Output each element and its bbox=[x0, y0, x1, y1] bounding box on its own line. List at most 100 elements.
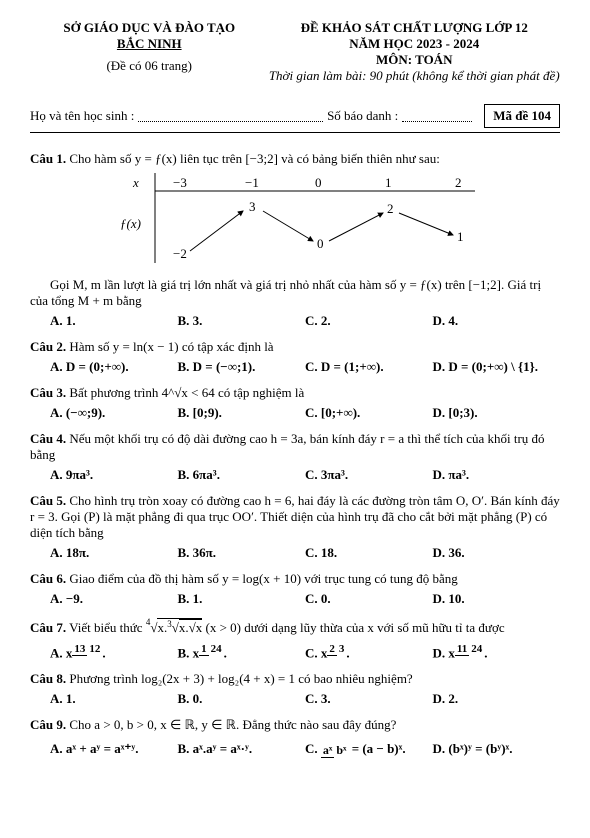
q4-D: D. πa³. bbox=[433, 467, 561, 483]
q6-stem: Câu 6. bbox=[30, 571, 66, 586]
q7-text-before: Viết biểu thức bbox=[69, 620, 146, 635]
header-left: SỞ GIÁO DỤC VÀ ĐÀO TẠO BẮC NINH (Đề có 0… bbox=[30, 20, 269, 84]
diag-x3: 1 bbox=[385, 175, 392, 190]
q6-text: Giao điểm của đồ thị hàm số y = log(x + … bbox=[69, 571, 457, 586]
q7-C: C. x23. bbox=[305, 644, 433, 661]
q3-C: C. [0;+∞). bbox=[305, 405, 433, 421]
q8-options: A. 1. B. 0. C. 3. D. 2. bbox=[50, 691, 560, 707]
q8-C: C. 3. bbox=[305, 691, 433, 707]
id-dots bbox=[402, 111, 472, 122]
q9-stem: Câu 9. bbox=[30, 717, 66, 732]
q2-options: A. D = (0;+∞). B. D = (−∞;1). C. D = (1;… bbox=[50, 359, 560, 375]
q4-C: C. 3πa³. bbox=[305, 467, 433, 483]
q1-options: A. 1. B. 3. C. 2. D. 4. bbox=[50, 313, 560, 329]
q6-options: A. −9. B. 1. C. 0. D. 10. bbox=[50, 591, 560, 607]
q7-B: B. x124. bbox=[178, 644, 306, 661]
q7-text-after: (x > 0) dưới dạng lũy thừa của x với số … bbox=[205, 620, 504, 635]
province: BẮC NINH bbox=[30, 36, 269, 52]
q4-A: A. 9πa³. bbox=[50, 467, 178, 483]
exam-subject: MÔN: TOÁN bbox=[269, 52, 561, 68]
q3-options: A. (−∞;9). B. [0;9). C. [0;+∞). D. [0;3)… bbox=[50, 405, 560, 421]
q7-D: D. x1124. bbox=[433, 644, 561, 661]
header-right: ĐỀ KHẢO SÁT CHẤT LƯỢNG LỚP 12 NĂM HỌC 20… bbox=[269, 20, 561, 84]
q6-C: C. 0. bbox=[305, 591, 433, 607]
q9-D: D. (bˣ)ʸ = (bʸ)ˣ. bbox=[433, 741, 561, 757]
q4-options: A. 9πa³. B. 6πa³. C. 3πa³. D. πa³. bbox=[50, 467, 560, 483]
q5-text: Cho hình trụ tròn xoay có đường cao h = … bbox=[30, 493, 560, 540]
q1-text1: Cho hàm số y = ƒ(x) liên tục trên [−3;2]… bbox=[69, 151, 439, 166]
id-label: Số báo danh : bbox=[327, 108, 398, 124]
exam-title: ĐỀ KHẢO SÁT CHẤT LƯỢNG LỚP 12 bbox=[269, 20, 561, 36]
q8-A: A. 1. bbox=[50, 691, 178, 707]
q5-B: B. 36π. bbox=[178, 545, 306, 561]
question-3: Câu 3. Bất phương trình 4^√x < 64 có tập… bbox=[30, 385, 560, 421]
question-8: Câu 8. Phương trình log₂(2x + 3) + log₂(… bbox=[30, 671, 560, 707]
q2-B: B. D = (−∞;1). bbox=[178, 359, 306, 375]
diag-x1: −1 bbox=[245, 175, 259, 190]
q9-B: B. aˣ.aʸ = aˣ·ʸ. bbox=[178, 741, 306, 757]
q1-B: B. 3. bbox=[178, 313, 306, 329]
q9-C: C. aˣbˣ = (a − b)ˣ. bbox=[305, 741, 433, 757]
q6-D: D. 10. bbox=[433, 591, 561, 607]
q5-options: A. 18π. B. 36π. C. 18. D. 36. bbox=[50, 545, 560, 561]
q9-A: A. aˣ + aʸ = aˣ⁺ʸ. bbox=[50, 741, 178, 757]
diag-y0: −2 bbox=[173, 246, 187, 261]
header: SỞ GIÁO DỤC VÀ ĐÀO TẠO BẮC NINH (Đề có 0… bbox=[30, 20, 560, 84]
exam-time: Thời gian làm bài: 90 phút (không kể thờ… bbox=[269, 68, 561, 84]
q3-B: B. [0;9). bbox=[178, 405, 306, 421]
q1-stem: Câu 1. bbox=[30, 151, 66, 166]
q6-B: B. 1. bbox=[178, 591, 306, 607]
q4-B: B. 6πa³. bbox=[178, 467, 306, 483]
q2-stem: Câu 2. bbox=[30, 339, 66, 354]
question-6: Câu 6. Giao điểm của đồ thị hàm số y = l… bbox=[30, 571, 560, 607]
question-9: Câu 9. Cho a > 0, b > 0, x ∈ ℝ, y ∈ ℝ. Đ… bbox=[30, 717, 560, 757]
q5-stem: Câu 5. bbox=[30, 493, 66, 508]
question-5: Câu 5. Cho hình trụ tròn xoay có đường c… bbox=[30, 493, 560, 561]
question-2: Câu 2. Hàm số y = ln(x − 1) có tập xác đ… bbox=[30, 339, 560, 375]
q7-stem: Câu 7. bbox=[30, 620, 66, 635]
diag-y1: 3 bbox=[249, 199, 256, 214]
q3-text: Bất phương trình 4^√x < 64 có tập nghiệm… bbox=[69, 385, 304, 400]
dept: SỞ GIÁO DỤC VÀ ĐÀO TẠO bbox=[30, 20, 269, 36]
q1-C: C. 2. bbox=[305, 313, 433, 329]
q2-D: D. D = (0;+∞) \ {1}. bbox=[433, 359, 561, 375]
question-4: Câu 4. Nếu một khối trụ có độ dài đường … bbox=[30, 431, 560, 483]
q1-D: D. 4. bbox=[433, 313, 561, 329]
q1-text2: Gọi M, m lần lượt là giá trị lớn nhất và… bbox=[30, 277, 560, 309]
q7-options: A. x1312. B. x124. C. x23. D. x1124. bbox=[50, 644, 560, 661]
pages: (Đề có 06 trang) bbox=[30, 58, 269, 74]
q8-B: B. 0. bbox=[178, 691, 306, 707]
diag-y3: 2 bbox=[387, 201, 394, 216]
q5-C: C. 18. bbox=[305, 545, 433, 561]
q1-A: A. 1. bbox=[50, 313, 178, 329]
q4-text: Nếu một khối trụ có độ dài đường cao h =… bbox=[30, 431, 545, 462]
q8-stem: Câu 8. bbox=[30, 671, 66, 686]
q2-A: A. D = (0;+∞). bbox=[50, 359, 178, 375]
diag-x0: −3 bbox=[173, 175, 187, 190]
q6-A: A. −9. bbox=[50, 591, 178, 607]
name-dots bbox=[138, 111, 323, 122]
q3-A: A. (−∞;9). bbox=[50, 405, 178, 421]
diag-f-label: ƒ(x) bbox=[120, 216, 141, 231]
q8-text: Phương trình log₂(2x + 3) + log₂(4 + x) … bbox=[69, 671, 412, 686]
name-label: Họ và tên học sinh : bbox=[30, 108, 134, 124]
q9-text: Cho a > 0, b > 0, x ∈ ℝ, y ∈ ℝ. Đẳng thứ… bbox=[69, 717, 396, 732]
q8-D: D. 2. bbox=[433, 691, 561, 707]
diag-y4: 1 bbox=[457, 229, 464, 244]
name-row: Họ và tên học sinh : Số báo danh : Mã đề… bbox=[30, 104, 560, 128]
exam-code-box: Mã đề 104 bbox=[484, 104, 560, 128]
q9-options: A. aˣ + aʸ = aˣ⁺ʸ. B. aˣ.aʸ = aˣ·ʸ. C. a… bbox=[50, 741, 560, 757]
diag-x4: 2 bbox=[455, 175, 462, 190]
exam-year: NĂM HỌC 2023 - 2024 bbox=[269, 36, 561, 52]
q3-stem: Câu 3. bbox=[30, 385, 66, 400]
question-1: Câu 1. Cho hàm số y = ƒ(x) liên tục trên… bbox=[30, 151, 560, 329]
variation-table-svg: x −3 −1 0 1 2 ƒ(x) −2 3 0 2 1 bbox=[115, 173, 475, 263]
q5-D: D. 36. bbox=[433, 545, 561, 561]
q3-D: D. [0;3). bbox=[433, 405, 561, 421]
q1-diagram: x −3 −1 0 1 2 ƒ(x) −2 3 0 2 1 bbox=[115, 173, 475, 267]
diag-x-label: x bbox=[132, 175, 139, 190]
q2-C: C. D = (1;+∞). bbox=[305, 359, 433, 375]
q4-stem: Câu 4. bbox=[30, 431, 66, 446]
diag-x2: 0 bbox=[315, 175, 322, 190]
q7-radical: 4√x.3√x.√x bbox=[146, 620, 206, 635]
